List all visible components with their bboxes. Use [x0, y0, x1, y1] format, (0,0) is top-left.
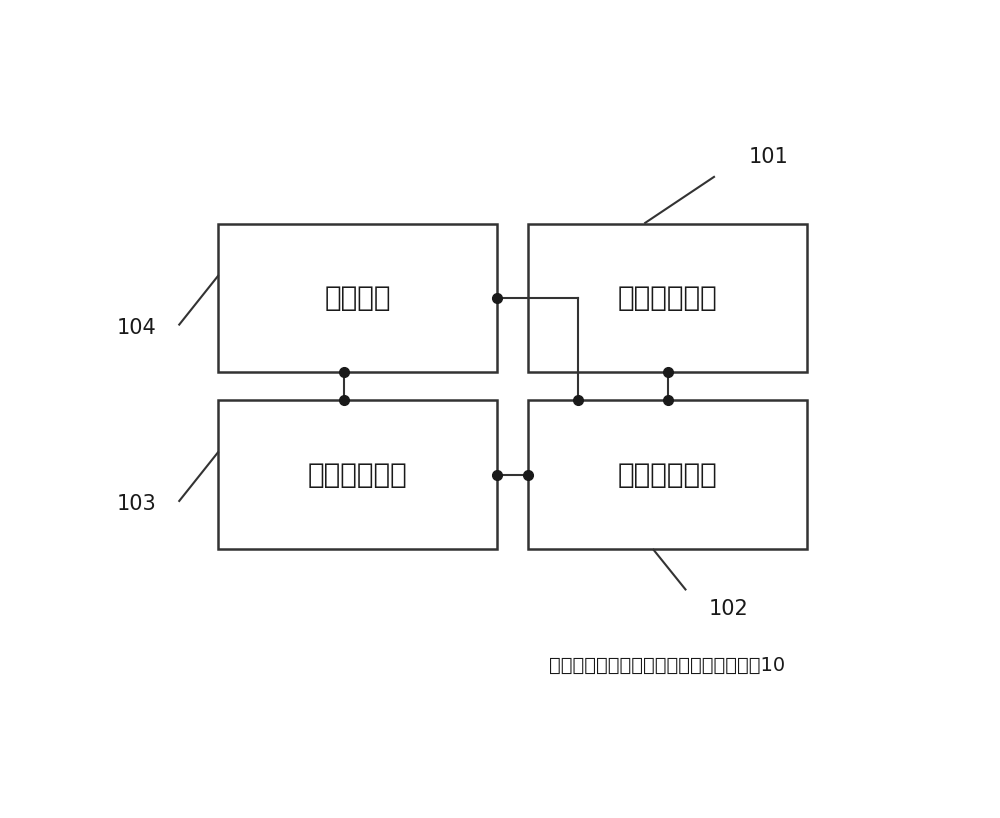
- Text: 地铁轴流风机的状态监测与智慧运维系统10: 地铁轴流风机的状态监测与智慧运维系统10: [549, 655, 786, 675]
- Bar: [218, 224, 497, 372]
- Text: 全量数据仓库: 全量数据仓库: [618, 461, 717, 488]
- Text: 数据采集装置: 数据采集装置: [618, 284, 717, 312]
- Text: 101: 101: [749, 147, 789, 168]
- Bar: [528, 224, 807, 372]
- Text: 运维终端: 运维终端: [324, 284, 391, 312]
- Text: 102: 102: [709, 599, 748, 619]
- Text: 103: 103: [116, 494, 156, 514]
- Bar: [528, 401, 807, 549]
- Bar: [218, 401, 497, 549]
- Text: 104: 104: [116, 317, 156, 338]
- Text: 后台算法中心: 后台算法中心: [308, 461, 407, 488]
